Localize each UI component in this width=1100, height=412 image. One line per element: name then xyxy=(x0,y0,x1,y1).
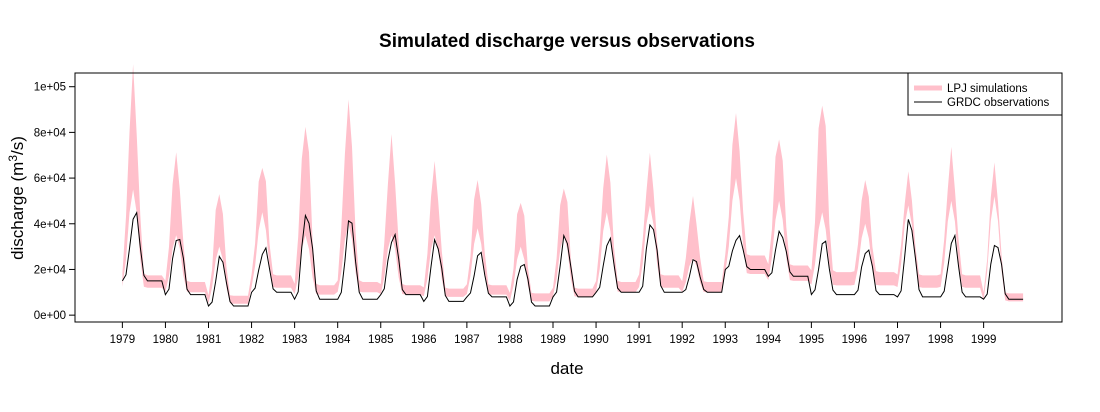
x-tick-label: 1988 xyxy=(497,334,523,346)
y-tick-label: 4e+04 xyxy=(34,219,67,231)
x-tick-label: 1996 xyxy=(842,334,868,346)
x-tick-label: 1999 xyxy=(971,334,997,346)
chart-title: Simulated discharge versus observations xyxy=(379,31,755,52)
x-tick-label: 1990 xyxy=(583,334,609,346)
grdc-observation-line-layer xyxy=(121,210,1024,307)
y-tick-label: 8e+04 xyxy=(34,127,67,139)
legend-label-grdc: GRDC observations xyxy=(947,97,1050,109)
y-tick-label: 6e+04 xyxy=(34,173,67,185)
y-axis: 0e+00 2e+04 4e+04 6e+04 8e+04 1e+05 xyxy=(34,82,76,322)
y-tick-label: 0e+00 xyxy=(34,310,66,322)
x-tick-label: 1980 xyxy=(153,334,179,346)
y-tick-label: 1e+05 xyxy=(34,82,66,94)
x-tick-label: 1992 xyxy=(669,334,695,346)
x-tick-label: 1983 xyxy=(282,334,308,346)
legend-label-lpj: LPJ simulations xyxy=(947,83,1028,95)
x-tick-label: 1997 xyxy=(885,334,911,346)
x-tick-label: 1993 xyxy=(712,334,738,346)
y-axis-label: discharge (m3/s) xyxy=(6,136,27,260)
x-tick-label: 1985 xyxy=(368,334,394,346)
legend: LPJ simulations GRDC observations xyxy=(907,72,1063,116)
x-tick-label: 1995 xyxy=(799,334,825,346)
x-tick-label: 1982 xyxy=(239,334,265,346)
x-tick-label: 1998 xyxy=(928,334,954,346)
x-axis: 1979 1980 1981 1982 1983 1984 1985 1986 1987 1988… xyxy=(110,321,997,346)
y-tick-label: 2e+04 xyxy=(34,264,67,276)
x-tick-label: 1979 xyxy=(110,334,136,346)
x-tick-label: 1986 xyxy=(411,334,437,346)
x-tick-label: 1984 xyxy=(325,334,351,346)
x-tick-label: 1987 xyxy=(454,334,480,346)
lpj-simulation-band xyxy=(122,64,1024,304)
x-tick-label: 1991 xyxy=(626,334,652,346)
x-axis-label: date xyxy=(550,359,583,378)
x-tick-label: 1994 xyxy=(756,334,782,346)
x-tick-label: 1981 xyxy=(196,334,222,346)
legend-box xyxy=(907,72,1063,116)
x-tick-label: 1989 xyxy=(540,334,566,346)
lpj-simulation-band-layer xyxy=(122,64,1024,304)
grdc-observation-line xyxy=(121,210,1024,307)
